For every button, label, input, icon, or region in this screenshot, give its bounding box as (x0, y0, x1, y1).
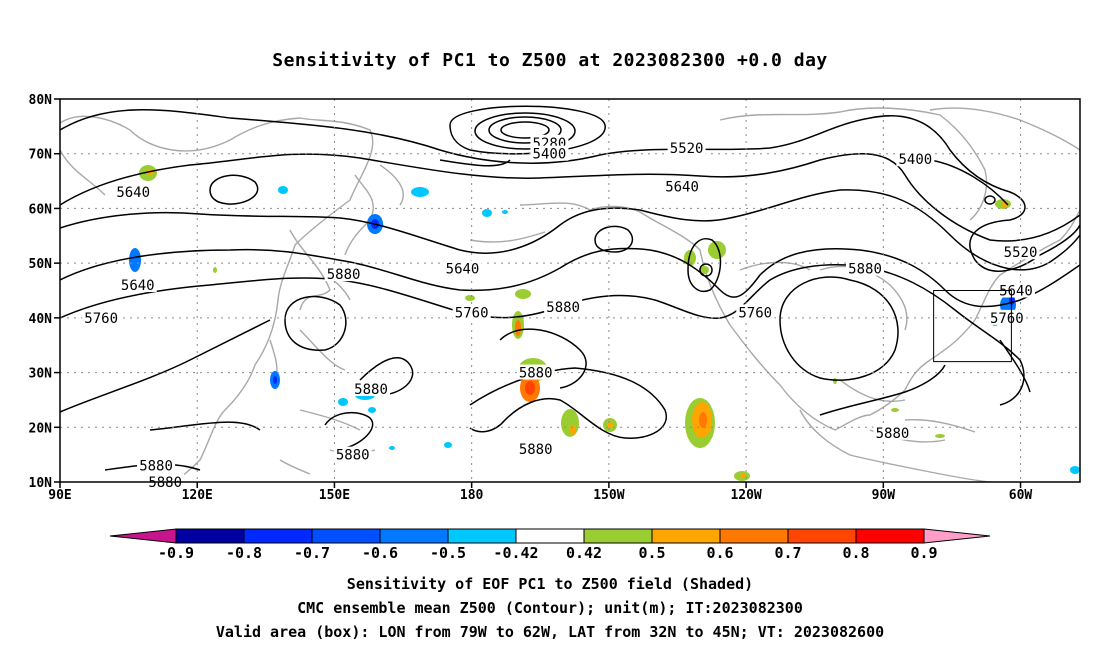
contour-label-bg (987, 309, 1026, 325)
contour-label: 5640 (999, 284, 1033, 300)
contour-label-bg (1001, 244, 1040, 260)
lat-tick-label: 40N (29, 312, 53, 327)
contour-label: 5640 (116, 185, 150, 201)
contour-label-bg (137, 457, 176, 473)
contour-label-bg (452, 304, 491, 320)
lat-tick-label: 20N (29, 421, 53, 436)
lon-tick-label: 90W (872, 488, 896, 503)
contour-label-bg (352, 380, 391, 396)
contour-label: 5880 (519, 442, 553, 458)
contour-label-bg (896, 151, 935, 167)
contour-label: 5520 (670, 141, 704, 157)
contour-label: 5880 (354, 382, 388, 398)
contour-label: 5880 (546, 300, 580, 316)
gridlines (60, 99, 1080, 482)
lon-tick-label: 150E (319, 488, 350, 503)
contour-label: 5640 (446, 262, 480, 278)
colorbar-label: -0.5 (430, 544, 466, 562)
contour-label: 5760 (990, 311, 1024, 327)
contour-label-bg (82, 309, 121, 325)
lon-tick-label: 180 (460, 488, 484, 503)
colorbar-label: -0.8 (226, 544, 262, 562)
lat-tick-label: 30N (29, 367, 53, 382)
lon-tick-label: 120E (182, 488, 213, 503)
contour-label-bg (324, 266, 363, 282)
contour-label: 5760 (455, 305, 489, 321)
colorbar: -0.9 -0.8 -0.7 -0.6 -0.5 -0.42 0.42 0.5 0.6 0.7 0.… (109, 528, 991, 562)
contour-label: 5880 (336, 448, 370, 464)
colorbar-label: 0.42 (566, 544, 602, 562)
contour-label-bg (873, 424, 912, 440)
contour-label: 5880 (876, 426, 910, 442)
colorbar-label: 0.6 (706, 544, 733, 562)
colorbar-label: -0.42 (493, 544, 538, 562)
contour-label: 5640 (121, 278, 155, 294)
contour-label-bg (846, 260, 885, 276)
map-frame (59, 98, 1081, 483)
contour-label: 5760 (84, 311, 118, 327)
colorbar-swatch (515, 528, 585, 544)
colorbar-swatch (447, 528, 517, 544)
caption-line-1: Sensitivity of EOF PC1 to Z500 field (Sh… (346, 575, 754, 593)
colorbar-swatch (651, 528, 721, 544)
contour-label: 5880 (848, 262, 882, 278)
colorbar-swatch (311, 528, 381, 544)
sensitivity-shading (129, 165, 1080, 481)
contour-label: 5880 (519, 366, 553, 382)
contour-label-bg (516, 441, 555, 457)
contour-label: 5640 (665, 180, 699, 196)
contour-label-bg (663, 178, 702, 194)
contour-label: 5880 (148, 475, 182, 491)
lon-tick-label: 90E (48, 488, 71, 503)
colorbar-swatch (787, 528, 857, 544)
colorbar-swatch (175, 528, 245, 544)
lon-tick-label: 60W (1009, 488, 1033, 503)
contour-label-bg (516, 364, 555, 380)
colorbar-label: -0.7 (294, 544, 330, 562)
lat-tick-label: 10N (29, 476, 53, 491)
lon-tick-label: 150W (593, 488, 624, 503)
contour-label: 5880 (327, 267, 361, 283)
contour-label: 5880 (139, 459, 173, 475)
colorbar-label: -0.6 (362, 544, 398, 562)
contour-label-bg (118, 277, 157, 293)
contour-label-bg (996, 282, 1035, 298)
colorbar-label: 0.9 (910, 544, 937, 562)
contour-label: 5400 (533, 147, 567, 163)
caption-line-3: Valid area (box): LON from 79W to 62W, L… (215, 623, 885, 641)
contour-label: 5520 (1004, 245, 1038, 261)
contour-label-bg (544, 298, 583, 314)
contour-label-bg (333, 446, 372, 462)
colorbar-swatch (719, 528, 789, 544)
contour-label: 5400 (898, 152, 932, 168)
colorbar-swatch (379, 528, 449, 544)
lat-tick-label: 70N (29, 148, 53, 163)
colorbar-swatch (855, 528, 925, 544)
contour-label-bg (667, 140, 706, 156)
colorbar-label: 0.5 (638, 544, 665, 562)
map-title: Sensitivity of PC1 to Z500 at 2023082300… (272, 50, 828, 71)
lat-tick-label: 50N (29, 257, 53, 272)
colorbar-label: -0.9 (158, 544, 194, 562)
contour-label: 5760 (738, 305, 772, 321)
axis-ticks: 90E 120E 150E 180 150W 120W 90W 60W 80N 70N 60N 50N… (29, 93, 1033, 503)
colorbar-label: 0.7 (774, 544, 801, 562)
contour-label-bg (530, 145, 569, 161)
lat-tick-label: 60N (29, 202, 53, 217)
colorbar-label: 0.8 (842, 544, 869, 562)
valid-area-box (933, 290, 1012, 363)
lat-tick-label: 80N (29, 93, 53, 108)
contour-label-bg (443, 260, 482, 276)
colorbar-end-low (109, 528, 177, 544)
colorbar-swatch (243, 528, 313, 544)
colorbar-swatch (583, 528, 653, 544)
caption-line-2: CMC ensemble mean Z500 (Contour); unit(m… (297, 599, 803, 617)
colorbar-end-high (923, 528, 991, 544)
contour-label-bg (736, 304, 775, 320)
contour-label-bg (114, 184, 153, 200)
lon-tick-label: 120W (730, 488, 761, 503)
